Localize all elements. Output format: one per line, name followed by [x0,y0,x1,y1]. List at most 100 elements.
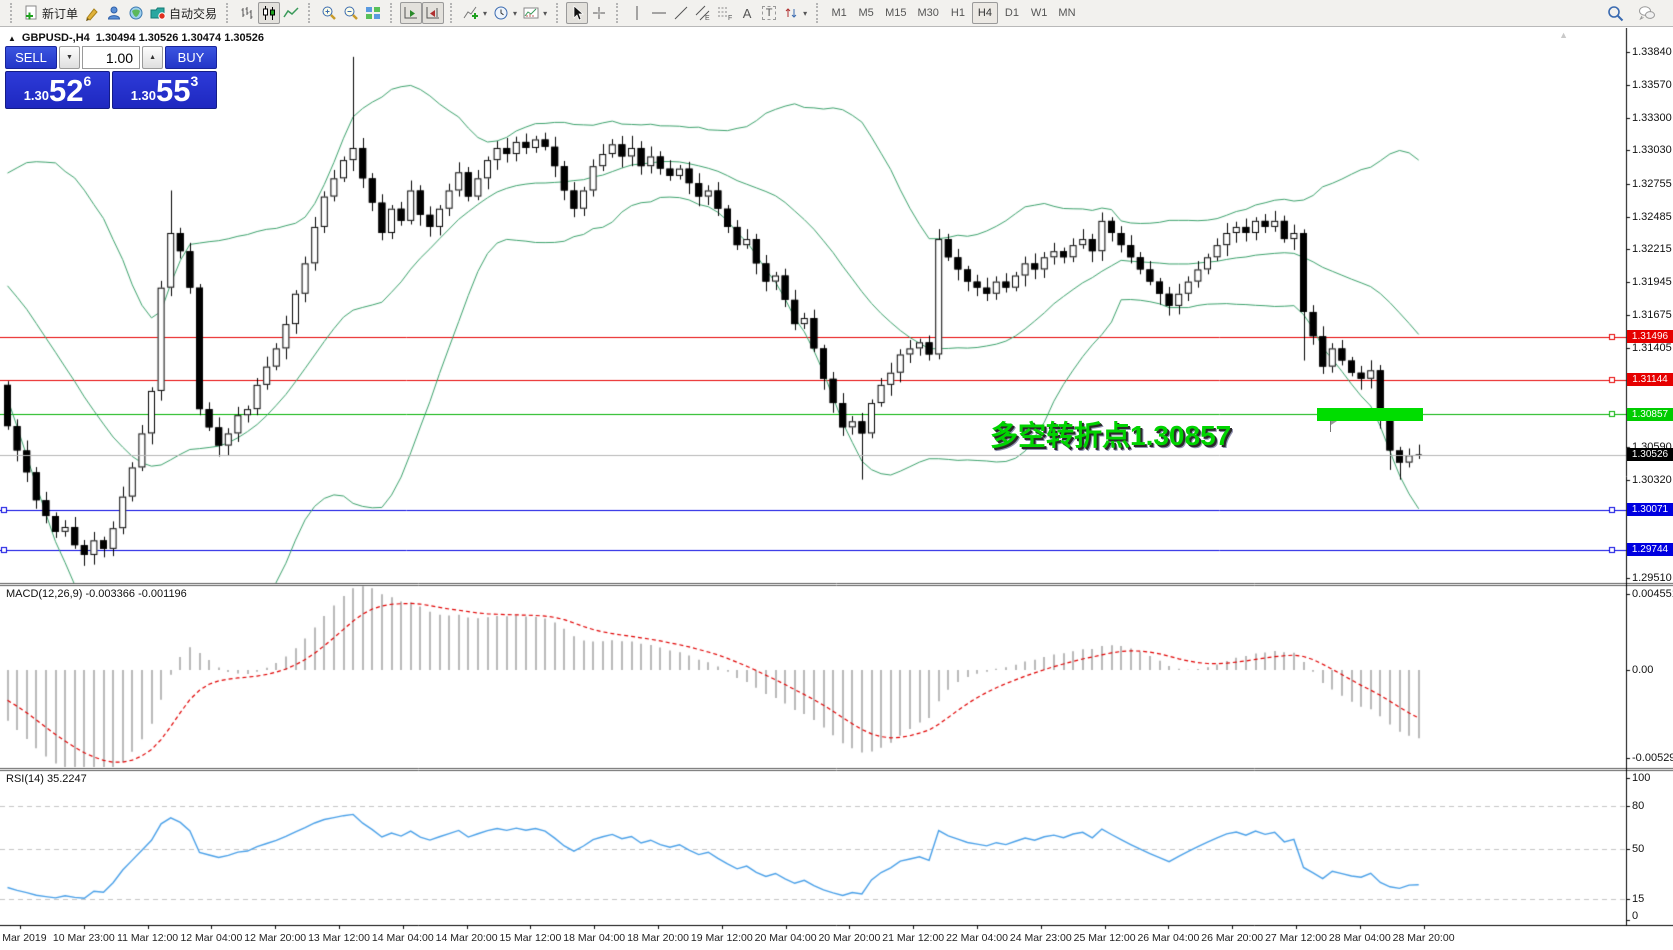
text-tool-icon: A [742,5,752,21]
timeframe-button-H4[interactable]: H4 [971,2,998,24]
indicators-button[interactable]: ▾ [460,2,490,24]
time-axis-label: 21 Mar 12:00 [882,932,945,944]
pivot-highlight-rect[interactable] [1317,407,1423,421]
price-axis-label: 1.32755 [1632,177,1672,190]
time-axis-label: 20 Mar 20:00 [818,932,881,944]
collapse-arrow-icon[interactable]: ▲ [8,33,16,43]
buy-price-big: 55 [156,73,191,108]
timeframe-button-M1[interactable]: M1 [826,2,852,24]
toolbar-grip [390,3,396,23]
vertical-line-tool-button[interactable] [626,2,648,24]
fibonacci-tool-button[interactable]: F [714,2,736,24]
zoom-in-button[interactable] [318,2,340,24]
volume-down-button[interactable]: ▼ [59,46,80,69]
price-tag-resistance-line: 1.31496 [1627,330,1673,344]
sell-button[interactable]: SELL [5,46,57,69]
globe-icon [128,5,144,21]
auto-scroll-button[interactable] [400,2,423,24]
timeframe-button-M30[interactable]: M30 [913,2,944,24]
bar-chart-button[interactable] [236,2,258,24]
price-axis-label: 1.32215 [1632,243,1672,256]
arrows-tool-button[interactable]: ▾ [780,2,810,24]
chart-title: ▲ GBPUSD-,H4 1.30494 1.30526 1.30474 1.3… [8,32,264,44]
zoom-in-icon [321,5,337,21]
toolbar-grip [450,3,456,23]
periods-button[interactable]: ▾ [490,2,520,24]
volume-up-button[interactable]: ▲ [142,46,163,69]
time-axis-label: 14 Mar 04:00 [371,932,434,944]
timeframe-button-W1[interactable]: W1 [1026,2,1053,24]
chart-shift-button[interactable] [422,2,445,24]
channel-tool-button[interactable]: E [692,2,714,24]
time-axis-label: 28 Mar 20:00 [1392,932,1455,944]
rsi-axis-label: 100 [1632,772,1651,784]
zoom-out-button[interactable] [340,2,362,24]
new-order-label: 新订单 [42,6,79,21]
text-tool-button[interactable]: A [736,2,758,24]
timeframe-button-M5[interactable]: M5 [853,2,879,24]
horizontal-line-tool-button[interactable] [648,2,670,24]
dropdown-caret-icon: ▾ [513,8,518,18]
one-click-trading-panel: SELL ▼ 1.00 ▲ BUY 1.30 52 6 1.30 55 3 [5,46,217,109]
timeframe-button-H1[interactable]: H1 [945,2,971,24]
highlight-tool-button[interactable] [81,2,103,24]
new-order-button[interactable]: 新订单 [20,2,81,24]
line-chart-button[interactable] [280,2,302,24]
price-axis-label: 1.33570 [1632,78,1672,91]
time-axis-label: 22 Mar 04:00 [946,932,1008,944]
new-order-icon [23,5,39,21]
macd-axis-label: 0.004551 [1632,588,1673,600]
volume-input[interactable]: 1.00 [81,46,141,69]
rsi-axis-label: 80 [1632,800,1645,813]
price-axis-label: 1.29510 [1632,572,1672,584]
macd-axis-label: -0.005295 [1632,752,1673,765]
price-axis-label: 1.30320 [1632,473,1672,486]
buy-button[interactable]: BUY [165,46,217,69]
ohlc-values: 1.30494 1.30526 1.30474 1.30526 [95,32,264,44]
price-axis-label: 1.31945 [1632,276,1672,289]
buy-price-sup: 3 [190,73,199,89]
auto-scroll-icon [403,5,419,21]
candlestick-chart-icon [261,5,277,21]
price-axis-label: 1.31675 [1632,309,1672,321]
time-axis-label: 19 Mar 12:00 [690,932,753,944]
candlestick-chart-button[interactable] [258,2,281,24]
window-collapse-icon[interactable]: ▲ [1559,30,1568,40]
price-tag-pivot-line: 1.30857 [1627,407,1673,421]
price-chart-canvas[interactable] [0,28,1673,950]
tile-windows-icon [365,5,381,21]
rsi-axis-label: 0 [1632,910,1639,922]
chat-button[interactable] [1635,2,1659,24]
search-button[interactable] [1604,2,1627,24]
price-axis-label: 1.32485 [1632,210,1672,223]
trendline-tool-button[interactable] [670,2,692,24]
mql-community-button[interactable] [103,2,125,24]
chat-icon [1638,5,1656,21]
buy-price-display[interactable]: 1.30 55 3 [112,71,217,109]
timeframe-button-MN[interactable]: MN [1053,2,1080,24]
timeframe-button-M15[interactable]: M15 [880,2,911,24]
person-icon [106,5,122,21]
symbol-period-label: GBPUSD-,H4 [21,32,90,44]
broadcast-button[interactable] [125,2,147,24]
auto-trading-button[interactable]: 自动交易 [147,2,220,24]
pivot-annotation-text[interactable]: 多空转折点1.30857 [990,420,1232,451]
macd-indicator-label: MACD(12,26,9) -0.003366 -0.001196 [6,588,187,600]
price-axis-label: 1.33030 [1632,144,1672,157]
price-axis-label: 1.33300 [1632,111,1672,124]
price-tag-support-line: 1.29744 [1627,543,1673,557]
toolbar-grip [226,3,232,23]
label-tool-button[interactable]: T [758,2,780,24]
tile-windows-button[interactable] [362,2,384,24]
flag-marker-icon [1328,421,1338,433]
time-axis-label: 13 Mar 12:00 [308,932,370,944]
crosshair-tool-button[interactable] [588,2,610,24]
sell-price-display[interactable]: 1.30 52 6 [5,71,110,109]
rsi-axis-label: 15 [1632,892,1645,905]
price-axis-label: 1.33840 [1632,46,1672,58]
timeframe-button-D1[interactable]: D1 [999,2,1025,24]
sell-price-base: 1.30 [23,88,50,103]
cursor-tool-button[interactable] [566,2,589,24]
templates-button[interactable]: ▾ [520,2,550,24]
chart-shift-icon [425,5,441,21]
